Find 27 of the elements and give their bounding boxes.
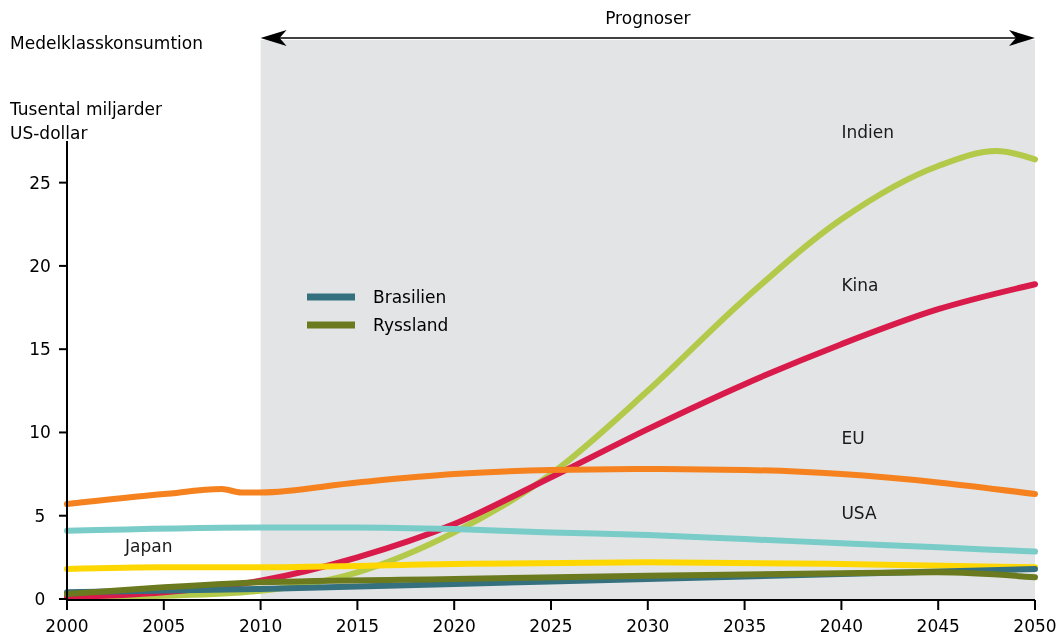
series-label: Kina bbox=[841, 274, 879, 295]
y-tick-label: 0 bbox=[34, 589, 46, 609]
series-label: EU bbox=[841, 428, 865, 449]
y-axis-title: Tusental miljarder US-dollar bbox=[9, 99, 162, 143]
x-tick-label: 2020 bbox=[432, 616, 476, 636]
x-tick-label: 2035 bbox=[722, 616, 767, 636]
legend-label: Brasilien bbox=[373, 287, 447, 307]
x-tick-label: 2000 bbox=[45, 616, 89, 636]
text: Indien bbox=[841, 121, 894, 142]
x-tick-label: 2010 bbox=[238, 616, 283, 636]
x-tick-label: 2045 bbox=[916, 616, 960, 636]
series-label: Japan bbox=[124, 536, 173, 557]
y-tick-label: 20 bbox=[29, 255, 51, 276]
chart-title: Medelklasskonsumtion bbox=[10, 33, 203, 53]
y-tick-label: 25 bbox=[29, 172, 51, 193]
legend-label: Ryssland bbox=[373, 315, 449, 335]
x-tick-label: 2030 bbox=[626, 616, 670, 636]
y-tick-label: 5 bbox=[34, 505, 46, 526]
series-label: USA bbox=[841, 503, 877, 524]
x-tick-label: 2040 bbox=[819, 616, 864, 636]
y-tick-label: 15 bbox=[29, 339, 51, 360]
x-tick-label: 2050 bbox=[1013, 616, 1057, 636]
y-tick-label: 10 bbox=[29, 422, 51, 443]
x-tick-label: 2005 bbox=[142, 616, 186, 636]
x-tick-label: 2025 bbox=[529, 616, 573, 636]
x-tick-label: 2015 bbox=[335, 616, 380, 636]
band-label: Prognoser bbox=[605, 8, 691, 28]
